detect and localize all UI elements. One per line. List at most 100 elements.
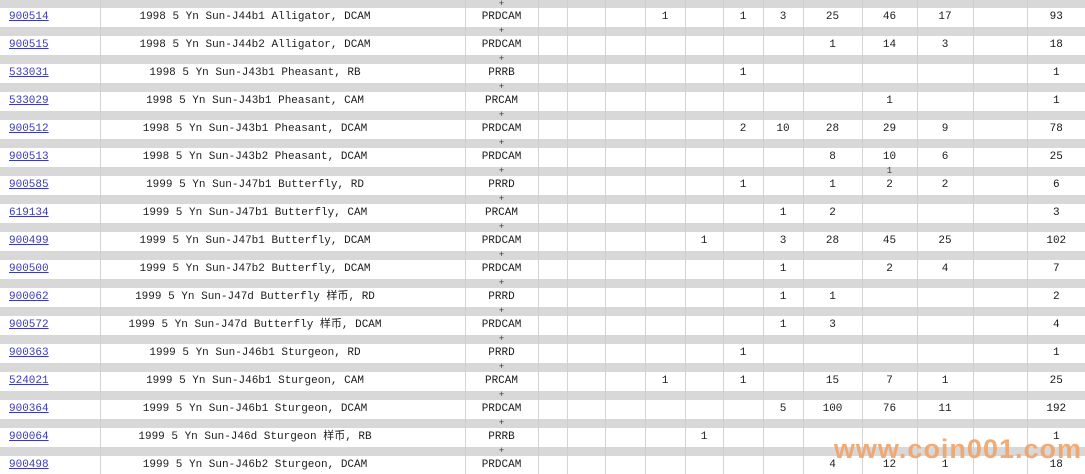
- cert-id-link[interactable]: 900363: [9, 347, 49, 359]
- plus-pop-count: [917, 363, 974, 372]
- table-row: 900572 1999 5 Yn Sun-J47d Butterfly 样币, D…: [0, 316, 1085, 335]
- cert-id-link[interactable]: 533031: [9, 67, 49, 79]
- plus-pop-count: [538, 27, 568, 36]
- plus-pop-count: [723, 307, 764, 316]
- pop-count: [567, 288, 606, 307]
- plus-pop-count: [723, 447, 764, 456]
- plus-grade-row: +: [0, 447, 1085, 456]
- plus-pop-count: [645, 55, 686, 64]
- pop-count: [605, 92, 646, 111]
- pop-count: 3: [803, 316, 863, 335]
- plus-row-desc-cell: [100, 447, 466, 456]
- cert-id-link[interactable]: 533029: [9, 95, 49, 107]
- plus-pop-count: [538, 251, 568, 260]
- plus-pop-count: [973, 447, 1028, 456]
- plus-pop-count: [917, 27, 974, 36]
- plus-pop-count: [763, 419, 804, 428]
- pop-count: [685, 120, 724, 139]
- plus-pop-count: [685, 195, 724, 204]
- cert-id-link[interactable]: 524021: [9, 375, 49, 387]
- plus-row-id-cell: [0, 139, 101, 148]
- plus-row-desc-cell: [100, 363, 466, 372]
- cert-id-link[interactable]: 900585: [9, 179, 49, 191]
- plus-pop-count: [567, 111, 606, 120]
- plus-row-total-cell: [1027, 335, 1085, 344]
- coin-description: 1998 5 Yn Sun-J44b2 Alligator, DCAM: [100, 36, 466, 55]
- plus-pop-count: [605, 111, 646, 120]
- pop-total: 1: [1027, 428, 1085, 447]
- pop-count: 4: [917, 260, 974, 279]
- plus-pop-count: [917, 391, 974, 400]
- grade-designation: PRRB: [465, 64, 539, 83]
- cert-id-link[interactable]: 900512: [9, 123, 49, 135]
- cert-id-link[interactable]: 900498: [9, 459, 49, 471]
- plus-pop-count: [862, 307, 918, 316]
- plus-pop-count: [862, 251, 918, 260]
- pop-count: 28: [803, 120, 863, 139]
- pop-total: 25: [1027, 372, 1085, 391]
- plus-indicator: +: [465, 363, 539, 372]
- plus-pop-count: [645, 223, 686, 232]
- cert-id-link[interactable]: 900064: [9, 431, 49, 443]
- plus-pop-count: [605, 223, 646, 232]
- grade-designation: PRDCAM: [465, 148, 539, 167]
- pop-total: 18: [1027, 36, 1085, 55]
- pop-total: 3: [1027, 204, 1085, 223]
- plus-pop-count: [803, 167, 863, 176]
- cert-id-link[interactable]: 900500: [9, 263, 49, 275]
- plus-pop-count: [723, 83, 764, 92]
- pop-count: 1: [917, 372, 974, 391]
- pop-count: [723, 428, 764, 447]
- cert-id-link[interactable]: 619134: [9, 207, 49, 219]
- coin-description: 1999 5 Yn Sun-J46d Sturgeon 样币, RB: [100, 428, 466, 447]
- plus-row-total-cell: [1027, 0, 1085, 8]
- pop-count: [567, 8, 606, 27]
- pop-count: [567, 372, 606, 391]
- plus-pop-count: [567, 139, 606, 148]
- plus-row-total-cell: [1027, 363, 1085, 372]
- pop-count: [723, 232, 764, 251]
- plus-pop-count: [645, 195, 686, 204]
- plus-pop-count: [685, 139, 724, 148]
- plus-pop-count: [803, 279, 863, 288]
- plus-pop-count: [538, 335, 568, 344]
- pop-count: [605, 456, 646, 474]
- cert-id-link[interactable]: 900515: [9, 39, 49, 51]
- pop-count: 2: [917, 176, 974, 195]
- cert-id-link[interactable]: 900364: [9, 403, 49, 415]
- plus-pop-count: [763, 111, 804, 120]
- plus-pop-count: [763, 223, 804, 232]
- plus-grade-row: +: [0, 307, 1085, 316]
- pop-count: 9: [917, 120, 974, 139]
- pop-count: 7: [862, 372, 918, 391]
- cert-id-link[interactable]: 900513: [9, 151, 49, 163]
- cert-id-link[interactable]: 900062: [9, 291, 49, 303]
- pop-count: [862, 316, 918, 335]
- cert-id-link[interactable]: 900499: [9, 235, 49, 247]
- pop-count: [973, 204, 1028, 223]
- plus-pop-count: [917, 335, 974, 344]
- plus-indicator: +: [465, 55, 539, 64]
- plus-row-total-cell: [1027, 419, 1085, 428]
- plus-indicator: +: [465, 83, 539, 92]
- pop-count: 1: [645, 372, 686, 391]
- plus-pop-count: [862, 27, 918, 36]
- plus-pop-count: [567, 447, 606, 456]
- pop-count: [685, 372, 724, 391]
- plus-pop-count: [538, 0, 568, 8]
- plus-pop-count: [763, 307, 804, 316]
- pop-count: [803, 344, 863, 363]
- coin-description: 1999 5 Yn Sun-J47b1 Butterfly, CAM: [100, 204, 466, 223]
- plus-pop-count: [685, 363, 724, 372]
- plus-grade-row: +: [0, 363, 1085, 372]
- pop-count: 1: [917, 456, 974, 474]
- pop-count: 2: [723, 120, 764, 139]
- cert-id-link[interactable]: 900514: [9, 11, 49, 23]
- cert-id-cell: 900500: [0, 260, 101, 279]
- pop-count: 14: [862, 36, 918, 55]
- pop-count: 1: [685, 232, 724, 251]
- plus-row-desc-cell: [100, 83, 466, 92]
- pop-count: [763, 36, 804, 55]
- cert-id-link[interactable]: 900572: [9, 319, 49, 331]
- coin-description: 1999 5 Yn Sun-J46b1 Sturgeon, CAM: [100, 372, 466, 391]
